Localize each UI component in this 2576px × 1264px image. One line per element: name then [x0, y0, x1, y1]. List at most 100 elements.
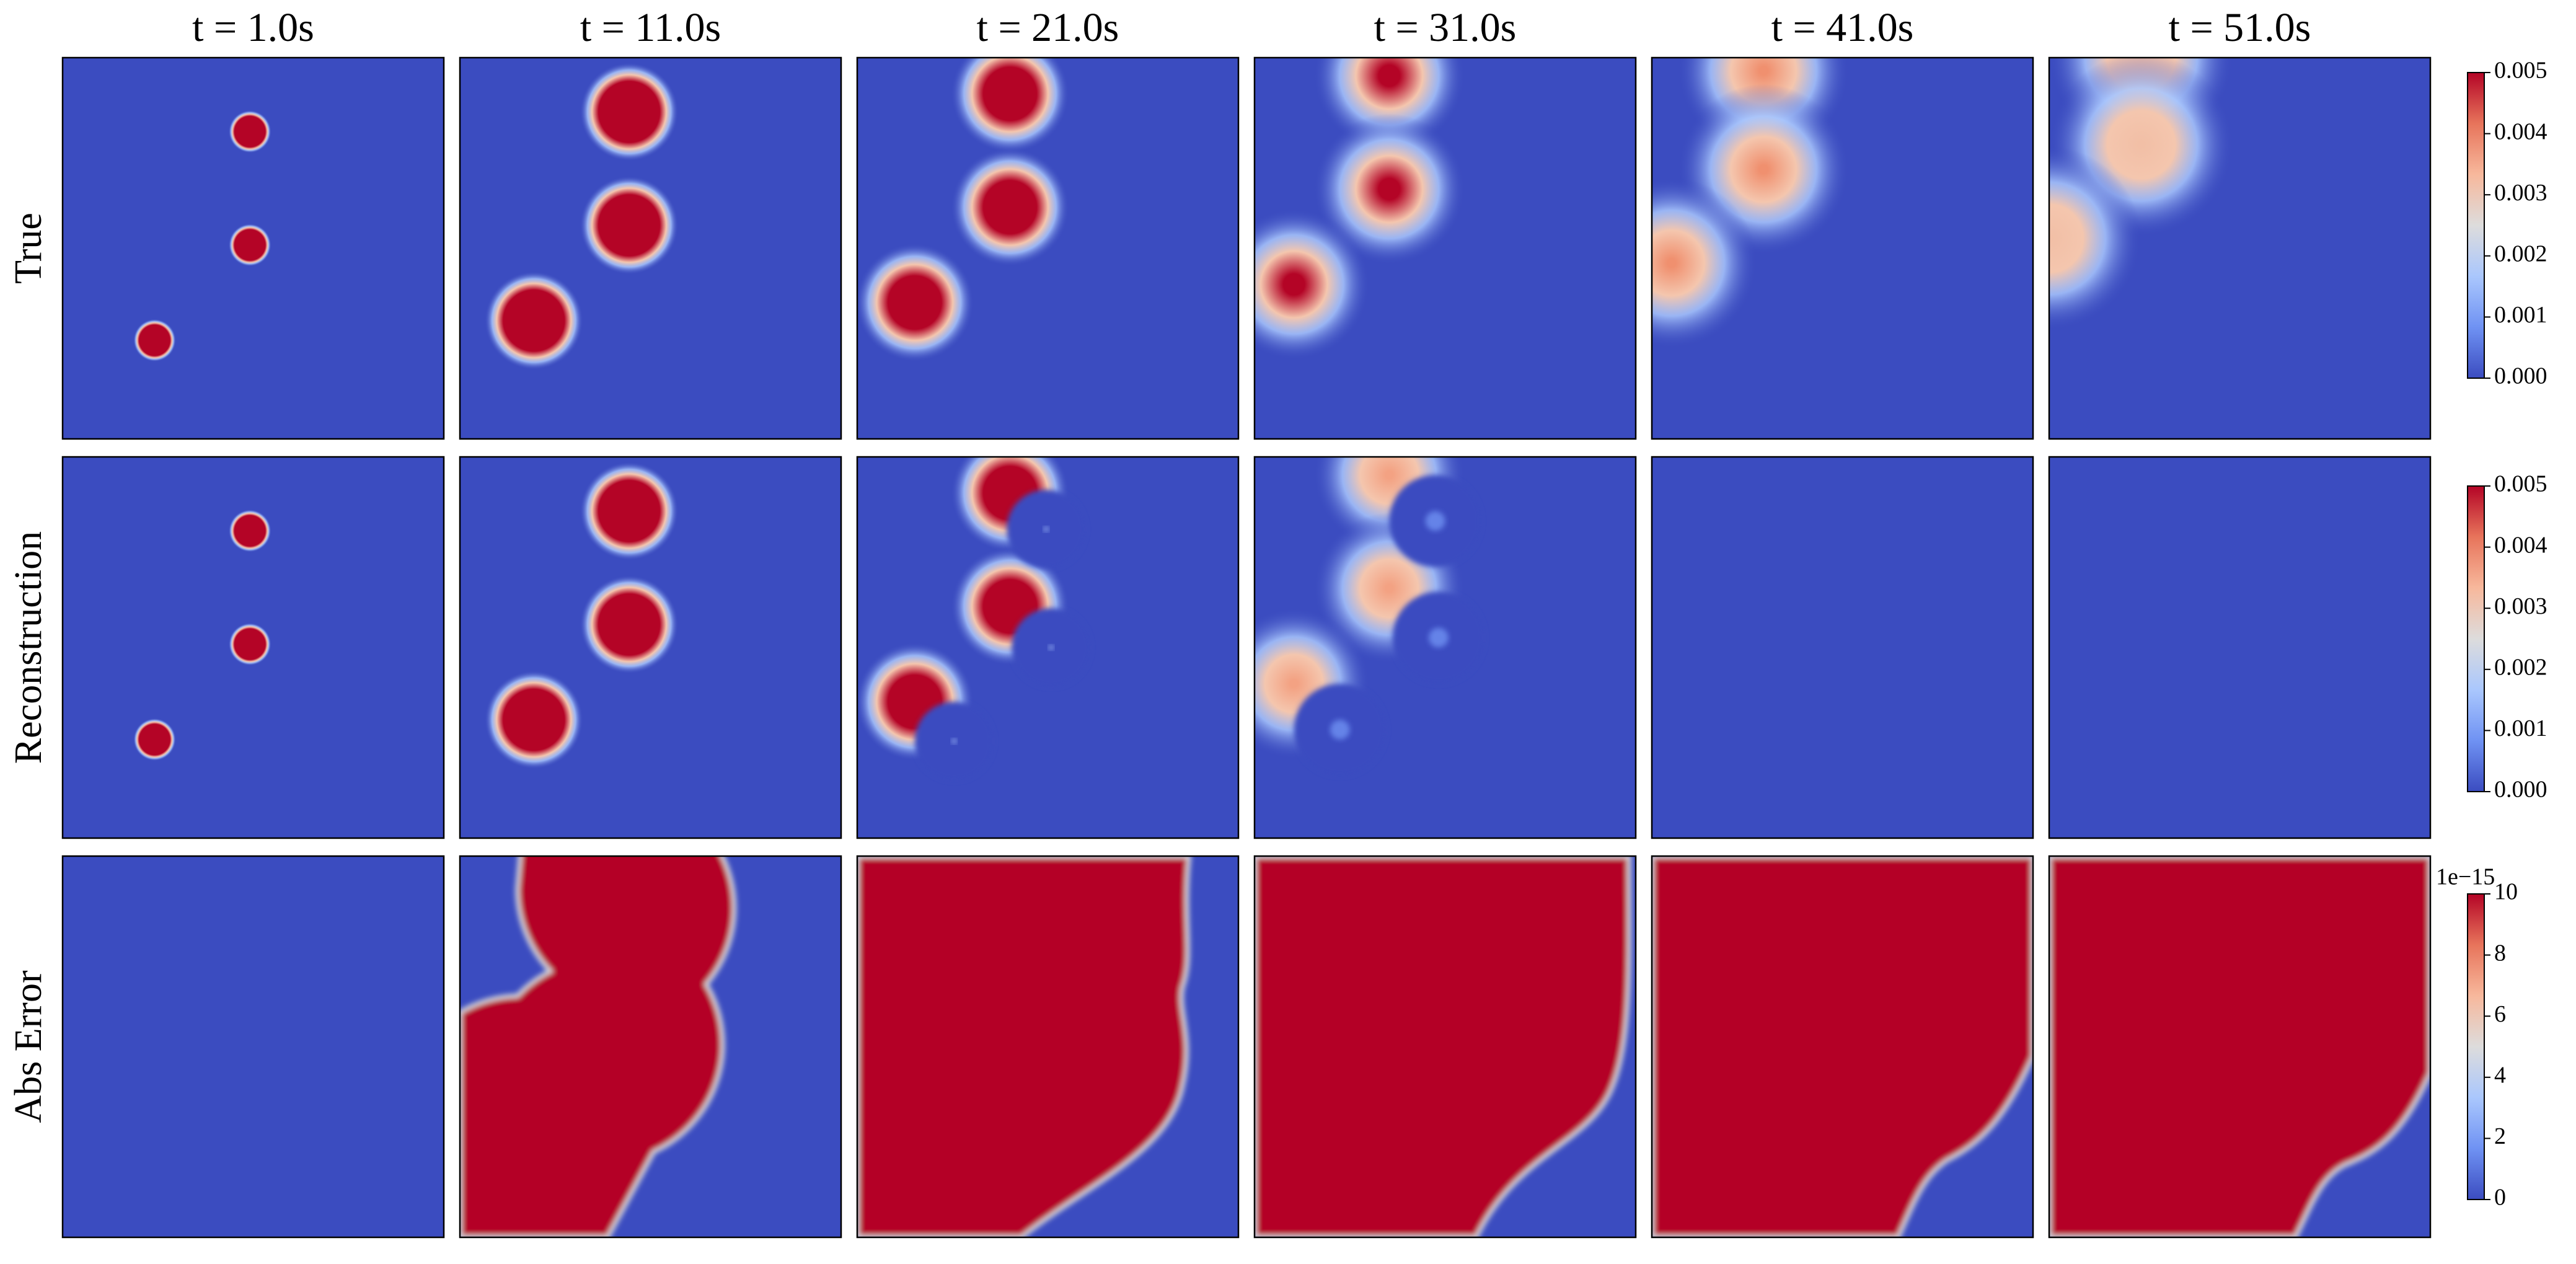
heatmap-panel [460, 457, 841, 838]
heatmap-panel [1652, 856, 2034, 1238]
shadow-dot [1043, 526, 1049, 532]
shadow-dot [1330, 720, 1350, 740]
blob [228, 622, 271, 666]
blob [228, 509, 271, 552]
heatmap-panel [460, 856, 841, 1238]
colorbar-tick-label: 8 [2494, 940, 2506, 966]
panel-border [1253, 456, 1637, 839]
error-region [1255, 856, 1632, 1238]
panel-background [1652, 457, 2033, 838]
panel-border [856, 456, 1240, 839]
panel-border [2048, 855, 2432, 1239]
blob [484, 670, 583, 769]
panel-border [61, 56, 445, 440]
heatmap-panel [1255, 856, 1636, 1238]
shadow-dot [951, 738, 957, 744]
error-region [857, 856, 1191, 1238]
colorbar-tick-label: 0.004 [2494, 118, 2547, 144]
blob [580, 575, 679, 674]
heatmap-panel [1255, 457, 1636, 838]
panel-border [459, 456, 842, 839]
panel-border [459, 56, 842, 440]
heatmap-panel [63, 856, 444, 1237]
heatmap-panel [63, 58, 444, 440]
shadow-dot [1048, 645, 1054, 650]
panel-border [1651, 456, 2034, 839]
heatmap-panel [1652, 58, 2033, 440]
blob [951, 148, 1069, 267]
panel-border [1253, 56, 1637, 440]
colorbar-tick-label: 0 [2494, 1185, 2506, 1211]
heatmap-panel [63, 457, 444, 838]
heatmap-panel [857, 58, 1238, 440]
shadow-dot [1425, 511, 1445, 531]
colorbar-tick-label: 0.005 [2494, 58, 2547, 84]
column-title: t = 11.0s [580, 5, 721, 50]
blob [1313, 113, 1465, 265]
panel-border [61, 855, 445, 1239]
blob [133, 319, 176, 362]
blob [580, 175, 679, 275]
colorbar-tick-label: 4 [2494, 1063, 2506, 1089]
colorbar-tick-label: 0.005 [2494, 471, 2547, 497]
colorbar-tick-label: 0.000 [2494, 363, 2547, 389]
panel-border [2048, 56, 2432, 440]
panel-border [61, 456, 445, 839]
blob [2049, 146, 2142, 330]
error-region [2049, 856, 2431, 1238]
column-title: t = 1.0s [192, 5, 314, 50]
blob [228, 223, 271, 267]
blob [1255, 208, 1370, 360]
heatmap-panel [2049, 457, 2430, 838]
heatmap-panel [857, 856, 1238, 1238]
colorbar-tick-label: 0.004 [2494, 532, 2547, 558]
heatmap-panel [2049, 856, 2431, 1238]
colorbar [2467, 485, 2485, 792]
heatmap-panel [460, 58, 841, 440]
colorbar-tick-label: 6 [2494, 1001, 2506, 1027]
panel-border [856, 855, 1240, 1239]
colorbar-tick-label: 0.000 [2494, 777, 2547, 803]
blob [484, 271, 583, 370]
colorbar-tick-label: 10 [2494, 879, 2518, 905]
blob [1652, 177, 1757, 349]
column-title: t = 31.0s [1374, 5, 1517, 50]
colorbar [2467, 893, 2485, 1200]
error-region [1652, 856, 2034, 1238]
heatmap-panel [1255, 58, 1636, 440]
blob [133, 718, 176, 761]
colorbar [2467, 72, 2485, 379]
blob [857, 243, 974, 362]
colorbar-tick-label: 0.003 [2494, 593, 2547, 619]
panel-background [63, 856, 444, 1237]
row-label: Abs Error [7, 970, 50, 1123]
row-label: True [7, 213, 50, 284]
column-title: t = 41.0s [1771, 5, 1914, 50]
shadow-dot [1428, 627, 1449, 648]
panel-border [1253, 855, 1637, 1239]
colorbar-offset: 1e−15 [2436, 864, 2495, 890]
colorbar-tick-label: 2 [2494, 1123, 2506, 1149]
heatmap-panel [2049, 58, 2430, 440]
panel-border [1651, 56, 2034, 440]
colorbar-tick-label: 0.001 [2494, 302, 2547, 328]
colorbar-tick-label: 0.001 [2494, 715, 2547, 741]
colorbar-tick-label: 0.002 [2494, 655, 2547, 681]
heatmap-panel [857, 457, 1238, 838]
blob [580, 461, 679, 561]
panel-border [1651, 855, 2034, 1239]
row-label: Reconstruction [7, 531, 50, 764]
column-title: t = 51.0s [2169, 5, 2311, 50]
panel-background [2049, 457, 2430, 838]
blob [580, 62, 679, 162]
heatmap-panel [1652, 457, 2033, 838]
blob [951, 58, 1069, 153]
column-title: t = 21.0s [977, 5, 1119, 50]
panel-border [459, 855, 842, 1239]
blob [228, 110, 271, 153]
colorbar-tick-label: 0.002 [2494, 241, 2547, 267]
panel-border [856, 56, 1240, 440]
colorbar-tick-label: 0.003 [2494, 180, 2547, 206]
